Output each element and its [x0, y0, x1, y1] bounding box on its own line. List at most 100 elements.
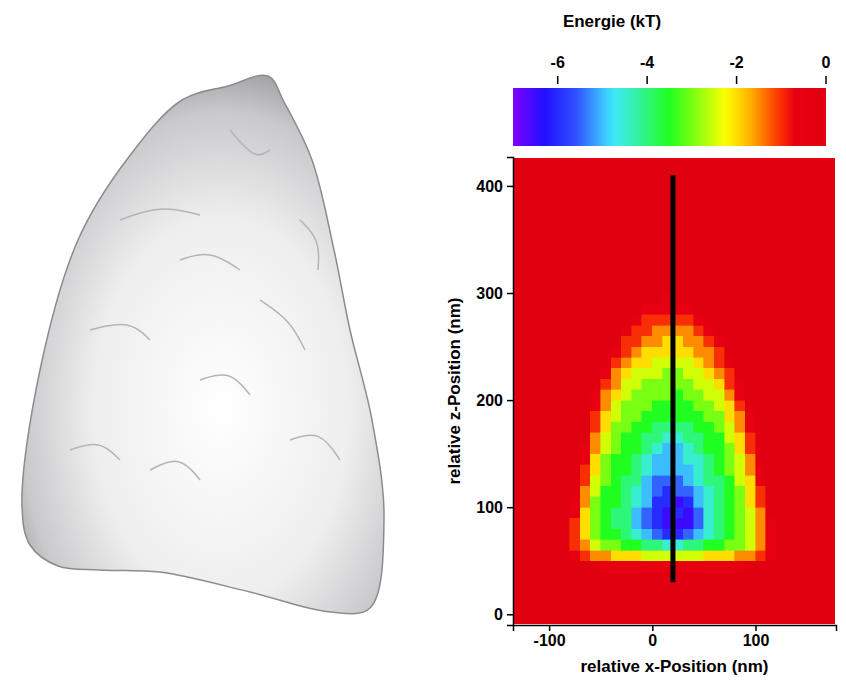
surface-facet [120, 209, 200, 220]
heatmap-cell [580, 368, 590, 379]
heatmap-cell [766, 293, 776, 304]
heatmap-cell [745, 454, 755, 465]
tick: 0 [648, 625, 657, 649]
heatmap-cell [745, 357, 755, 368]
heatmap-cell [601, 550, 611, 561]
heatmap-cell [590, 539, 600, 550]
heatmap-cell [776, 561, 786, 572]
heatmap-cell [694, 347, 704, 358]
heatmap-cell [621, 529, 631, 540]
heatmap-cell [745, 400, 755, 411]
heatmap-cell [611, 368, 621, 379]
heatmap-cell [714, 475, 724, 486]
heatmap-cell [694, 336, 704, 347]
heatmap-cell [580, 304, 590, 315]
heatmap-cell [735, 454, 745, 465]
heatmap-cell [590, 422, 600, 433]
heatmap-cell [683, 347, 693, 358]
heatmap-cell [652, 293, 662, 304]
heatmap-cell [745, 475, 755, 486]
heatmap-cell [735, 561, 745, 572]
heatmap-cell [776, 304, 786, 315]
heatmap-cell [756, 454, 766, 465]
heatmap-cell [776, 422, 786, 433]
heatmap-cell [745, 432, 755, 443]
heatmap-cell [694, 400, 704, 411]
tick-label: 0 [494, 606, 503, 623]
heatmap-cell [580, 443, 590, 454]
heatmap-cell [683, 561, 693, 572]
heatmap-cell [735, 314, 745, 325]
heatmap-cell [756, 443, 766, 454]
tick-mark [507, 614, 513, 616]
heatmap-cell [766, 486, 776, 497]
heatmap-cell [704, 432, 714, 443]
heatmap-cell [745, 507, 755, 518]
heatmap-cell [756, 486, 766, 497]
heatmap-cell [559, 357, 569, 368]
heatmap-cell [621, 357, 631, 368]
heatmap-cell [632, 314, 642, 325]
heatmap-cell [683, 454, 693, 465]
heatmap-cell [570, 518, 580, 529]
heatmap-cell [756, 507, 766, 518]
heatmap-cell [683, 507, 693, 518]
heatmap-cell [683, 400, 693, 411]
heatmap-cell [652, 325, 662, 336]
axis-line [507, 158, 514, 626]
tick: 100 [476, 499, 513, 516]
heatmap-cell [559, 486, 569, 497]
heatmap-cell [611, 539, 621, 550]
heatmap-cell [766, 379, 776, 390]
heatmap-cell [601, 518, 611, 529]
heatmap-cell [694, 304, 704, 315]
heatmap-cell [725, 379, 735, 390]
heatmap-cell [704, 304, 714, 315]
heatmap-cell [652, 336, 662, 347]
heatmap-cell [776, 486, 786, 497]
heatmap-cell [694, 422, 704, 433]
heatmap-cell [611, 550, 621, 561]
heatmap-cell [642, 400, 652, 411]
heatmap-cell [725, 464, 735, 475]
heatmap-cell [745, 550, 755, 561]
heatmap-cell [776, 293, 786, 304]
tick-label: -100 [534, 632, 566, 649]
x-axis: -1000100 [514, 625, 837, 649]
heatmap-cell [725, 518, 735, 529]
heatmap-cell [776, 507, 786, 518]
heatmap-cell [570, 464, 580, 475]
heatmap-cell [652, 464, 662, 475]
heatmap-cell [601, 464, 611, 475]
heatmap-cell [621, 550, 631, 561]
heatmap-cell [766, 443, 776, 454]
heatmap-cell [714, 486, 724, 497]
heatmap-cell [642, 550, 652, 561]
heatmap-cell [694, 507, 704, 518]
heatmap-cell [756, 411, 766, 422]
heatmap-cell [601, 496, 611, 507]
heatmap-cell [683, 411, 693, 422]
heatmap-cell [642, 454, 652, 465]
heatmap-cell [601, 357, 611, 368]
heatmap-cell [704, 464, 714, 475]
heatmap-cell [590, 357, 600, 368]
heatmap-cell [642, 379, 652, 390]
heatmap-cell [683, 389, 693, 400]
heatmap-cell [652, 389, 662, 400]
heatmap-cell [776, 529, 786, 540]
heatmap-cell [725, 507, 735, 518]
heatmap-cell [632, 389, 642, 400]
heatmap-cell [611, 454, 621, 465]
heatmap-cell [601, 400, 611, 411]
heatmap-cell [694, 529, 704, 540]
heatmap-cell [580, 475, 590, 486]
heatmap-cell [559, 507, 569, 518]
heatmap-cell [745, 389, 755, 400]
heatmap-cell [694, 389, 704, 400]
heatmap-cell [570, 304, 580, 315]
heatmap-cell [601, 336, 611, 347]
tick-mark [755, 625, 757, 631]
heatmap-cell [570, 400, 580, 411]
surface-facet [200, 375, 250, 395]
